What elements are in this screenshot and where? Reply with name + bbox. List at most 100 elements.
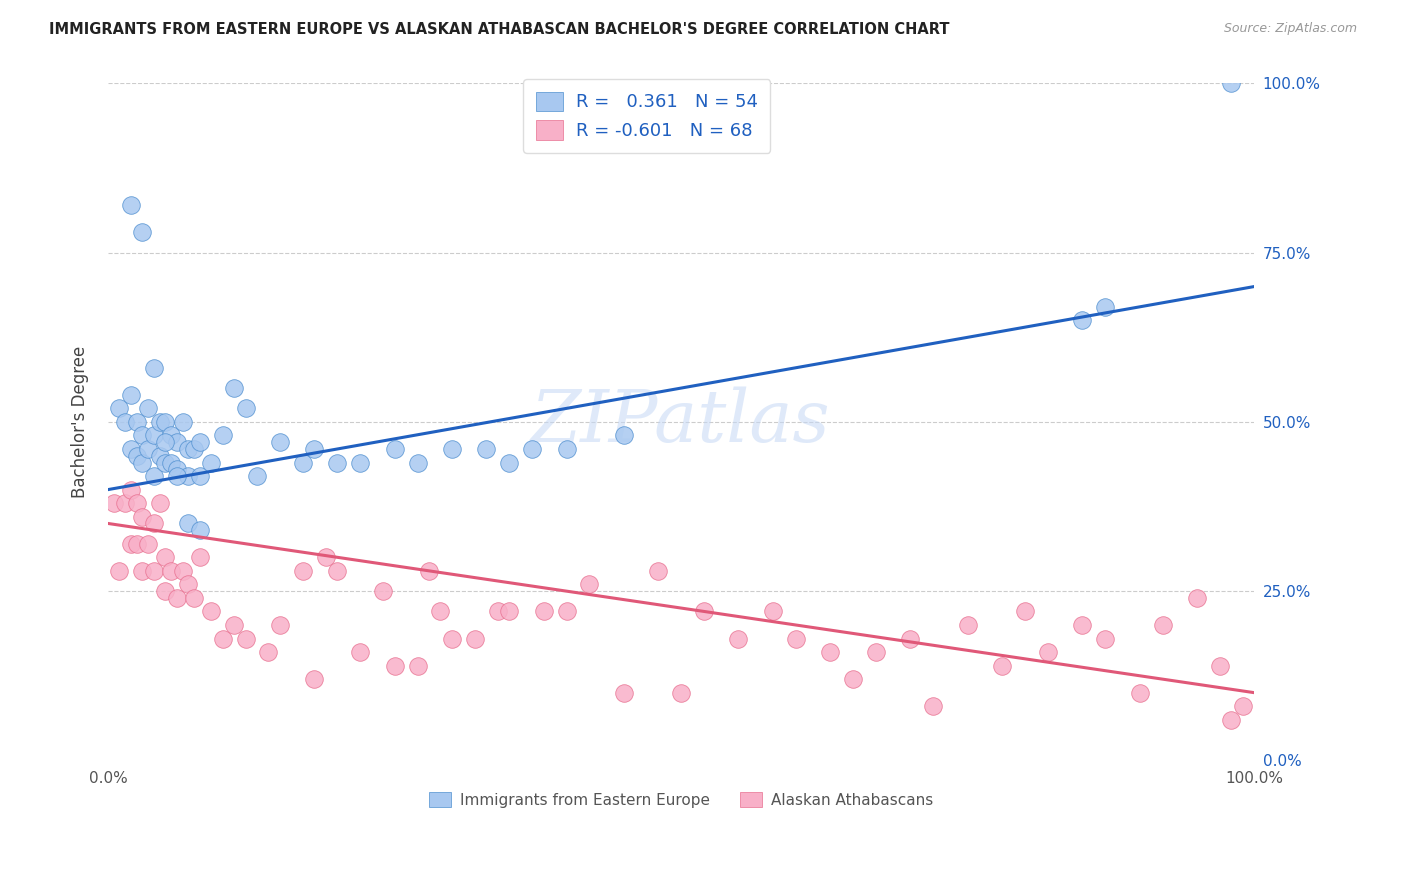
Point — [120, 442, 142, 456]
Point — [222, 381, 245, 395]
Point — [818, 645, 841, 659]
Point — [1232, 699, 1254, 714]
Point — [235, 401, 257, 416]
Point — [304, 442, 326, 456]
Point — [613, 686, 636, 700]
Point — [120, 198, 142, 212]
Point — [177, 469, 200, 483]
Point — [172, 415, 194, 429]
Point — [120, 388, 142, 402]
Point — [991, 658, 1014, 673]
Point — [155, 584, 177, 599]
Point — [269, 435, 291, 450]
Point — [125, 496, 148, 510]
Point — [142, 469, 165, 483]
Point — [1036, 645, 1059, 659]
Point — [136, 401, 159, 416]
Point — [956, 618, 979, 632]
Text: ZIPatlas: ZIPatlas — [531, 386, 831, 458]
Point — [142, 564, 165, 578]
Point — [520, 442, 543, 456]
Point — [155, 415, 177, 429]
Point — [155, 435, 177, 450]
Point — [1071, 313, 1094, 327]
Text: IMMIGRANTS FROM EASTERN EUROPE VS ALASKAN ATHABASCAN BACHELOR'S DEGREE CORRELATI: IMMIGRANTS FROM EASTERN EUROPE VS ALASKA… — [49, 22, 949, 37]
Point — [464, 632, 486, 646]
Point — [166, 462, 188, 476]
Point — [131, 456, 153, 470]
Point — [148, 449, 170, 463]
Point — [555, 604, 578, 618]
Point — [246, 469, 269, 483]
Point — [384, 658, 406, 673]
Point — [384, 442, 406, 456]
Point — [1220, 77, 1243, 91]
Point — [555, 442, 578, 456]
Point — [114, 496, 136, 510]
Point — [120, 537, 142, 551]
Point — [269, 618, 291, 632]
Point — [166, 469, 188, 483]
Point — [669, 686, 692, 700]
Point — [131, 564, 153, 578]
Point — [1094, 300, 1116, 314]
Point — [142, 428, 165, 442]
Point — [142, 516, 165, 531]
Point — [326, 564, 349, 578]
Point — [235, 632, 257, 646]
Point — [211, 632, 233, 646]
Point — [475, 442, 498, 456]
Point — [108, 401, 131, 416]
Point — [142, 360, 165, 375]
Point — [125, 449, 148, 463]
Point — [1129, 686, 1152, 700]
Point — [406, 456, 429, 470]
Point — [498, 604, 520, 618]
Point — [166, 435, 188, 450]
Point — [125, 415, 148, 429]
Point — [177, 442, 200, 456]
Point — [183, 591, 205, 605]
Point — [842, 672, 865, 686]
Point — [291, 456, 314, 470]
Point — [120, 483, 142, 497]
Point — [136, 442, 159, 456]
Point — [155, 550, 177, 565]
Point — [160, 456, 183, 470]
Point — [406, 658, 429, 673]
Point — [647, 564, 669, 578]
Point — [1220, 713, 1243, 727]
Point — [148, 496, 170, 510]
Point — [177, 516, 200, 531]
Point — [200, 456, 222, 470]
Point — [533, 604, 555, 618]
Point — [222, 618, 245, 632]
Point — [172, 564, 194, 578]
Point — [108, 564, 131, 578]
Point — [371, 584, 394, 599]
Point — [291, 564, 314, 578]
Point — [1152, 618, 1174, 632]
Point — [177, 577, 200, 591]
Y-axis label: Bachelor's Degree: Bachelor's Degree — [72, 346, 89, 498]
Point — [613, 428, 636, 442]
Point — [865, 645, 887, 659]
Point — [188, 523, 211, 537]
Point — [349, 456, 371, 470]
Point — [155, 456, 177, 470]
Point — [166, 591, 188, 605]
Text: Source: ZipAtlas.com: Source: ZipAtlas.com — [1223, 22, 1357, 36]
Point — [257, 645, 280, 659]
Point — [183, 442, 205, 456]
Point — [326, 456, 349, 470]
Point — [693, 604, 716, 618]
Point — [160, 564, 183, 578]
Point — [131, 226, 153, 240]
Point — [785, 632, 807, 646]
Point — [103, 496, 125, 510]
Point — [131, 509, 153, 524]
Point — [188, 469, 211, 483]
Point — [315, 550, 337, 565]
Point — [1209, 658, 1232, 673]
Point — [578, 577, 600, 591]
